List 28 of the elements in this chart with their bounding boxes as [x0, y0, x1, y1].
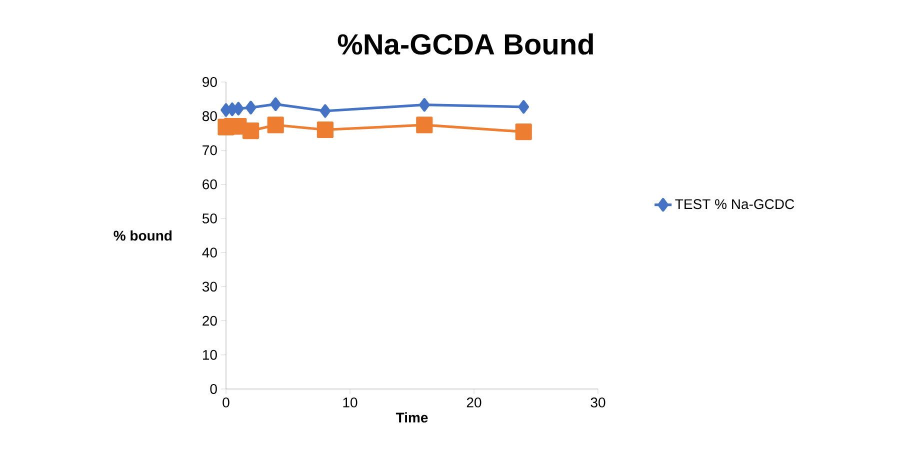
point [245, 100, 256, 114]
legend-label: TEST % Na-GCDC [675, 199, 794, 210]
x-tick-label: 10 [343, 398, 358, 408]
y-tick-label: 80 [202, 111, 217, 122]
x-tick-label: 30 [590, 398, 606, 408]
point [242, 122, 260, 140]
y-axis-title: % bound [114, 230, 172, 241]
y-tick-label: 20 [202, 316, 217, 326]
y-tick-label: 90 [202, 77, 217, 87]
point [316, 121, 334, 138]
x-axis-title: Time [396, 412, 428, 423]
x-tick-label: 20 [466, 398, 482, 408]
point [515, 124, 532, 140]
y-tick-label: 10 [202, 350, 217, 360]
y-tick-label: 40 [202, 248, 217, 258]
point [518, 100, 530, 114]
x-tick-label: 0 [222, 398, 230, 408]
y-tick-label: 0 [210, 384, 217, 394]
y-tick-label: 60 [202, 179, 217, 190]
point [270, 97, 282, 111]
point [416, 116, 433, 134]
y-tick-label: 70 [202, 145, 217, 156]
point [320, 104, 331, 118]
y-tick-label: 30 [202, 282, 217, 292]
y-tick-label: 50 [202, 213, 217, 224]
chart-title: %Na-GCDA Bound [338, 33, 593, 55]
point [418, 98, 430, 112]
point [267, 116, 284, 134]
